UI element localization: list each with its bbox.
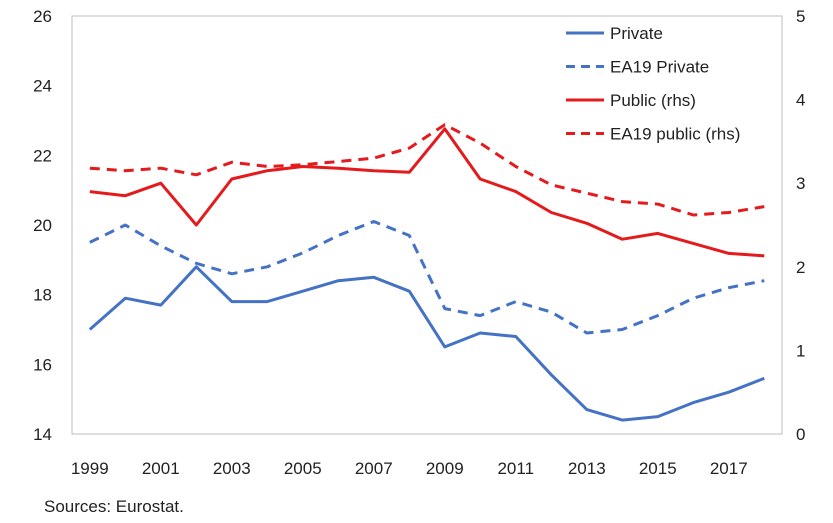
x-tick-label-5: 2009 (426, 459, 464, 478)
left-tick-label-1: 16 (33, 355, 52, 374)
x-tick-label-7: 2013 (568, 459, 606, 478)
series-layer (88, 123, 765, 422)
left-axis: 14 16 18 20 22 24 26 (33, 7, 52, 444)
x-tick-label-1: 2001 (142, 459, 180, 478)
right-tick-label-0: 0 (796, 425, 805, 444)
left-tick-label-6: 26 (33, 7, 52, 26)
series-line-2 (89, 127, 765, 258)
left-tick-label-2: 18 (33, 286, 52, 305)
right-tick-label-3: 3 (796, 174, 805, 193)
source-note: Sources: Eurostat. (44, 497, 184, 516)
right-tick-label-2: 2 (796, 258, 805, 277)
left-tick-label-3: 20 (33, 216, 52, 235)
right-axis: 0 1 2 3 4 5 (796, 7, 805, 444)
right-tick-label-5: 5 (796, 7, 805, 26)
left-tick-label-5: 24 (33, 77, 52, 96)
x-axis: 1999 2001 2003 2005 2007 2009 2011 2013 2015 2017 (71, 459, 748, 478)
left-tick-label-0: 14 (33, 425, 52, 444)
series-line-3 (89, 123, 765, 217)
x-tick-label-0: 1999 (71, 459, 109, 478)
legend-label-3: EA19 public (rhs) (610, 125, 740, 144)
legend-label-2: Public (rhs) (610, 91, 696, 110)
x-tick-label-2: 2003 (213, 459, 251, 478)
legend-label-1: EA19 Private (610, 58, 709, 77)
series-line-1 (89, 220, 765, 335)
x-tick-label-6: 2011 (497, 459, 534, 478)
right-tick-label-1: 1 (796, 341, 805, 360)
plot-frame (71, 15, 783, 435)
legend: Private EA19 Private Public (rhs) EA19 publ… (566, 24, 740, 144)
left-tick-label-4: 22 (33, 146, 52, 165)
x-tick-label-9: 2017 (710, 459, 748, 478)
right-tick-label-4: 4 (796, 91, 805, 110)
x-tick-label-3: 2005 (284, 459, 322, 478)
series-line-0 (88, 265, 765, 422)
x-tick-label-8: 2015 (639, 459, 677, 478)
x-tick-label-4: 2007 (355, 459, 393, 478)
legend-label-0: Private (610, 24, 663, 43)
